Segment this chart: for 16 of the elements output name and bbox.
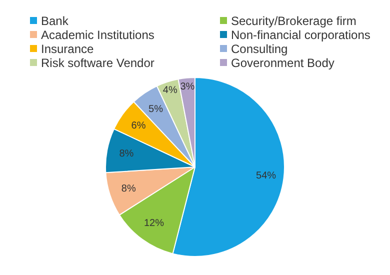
data-label: 12%: [144, 218, 164, 230]
legend-label: Goveronment Body: [231, 56, 334, 70]
data-label: 8%: [121, 183, 136, 194]
legend-label: Academic Institutions: [41, 28, 154, 42]
legend-label: Insurance: [41, 42, 94, 56]
data-label: 3%: [180, 82, 195, 93]
legend-label: Security/Brokerage firm: [231, 14, 356, 28]
data-label: 6%: [131, 120, 146, 132]
legend-label: Bank: [41, 14, 68, 28]
legend-label: Consulting: [231, 42, 288, 56]
data-label: 5%: [148, 104, 164, 116]
data-label: 4%: [162, 85, 178, 96]
legend-label: Risk software Vendor: [41, 56, 154, 70]
data-label: 8%: [119, 148, 134, 160]
legend-label: Non-financial corporations: [231, 28, 370, 42]
data-label: 54%: [256, 170, 276, 182]
